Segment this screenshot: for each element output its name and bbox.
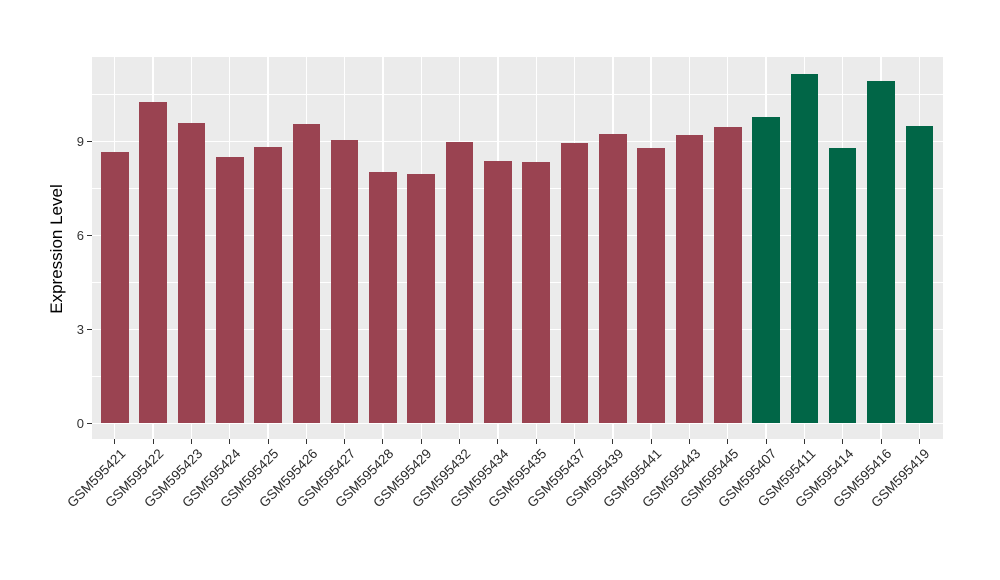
gridline-major-y [92, 234, 943, 237]
x-tick-mark [267, 439, 269, 444]
bar-GSM595423 [177, 122, 206, 424]
x-tick-mark [497, 439, 499, 444]
bar-GSM595434 [484, 161, 512, 424]
x-tick-mark [574, 439, 576, 444]
y-axis-title: Expression Level [47, 184, 66, 314]
gridline-minor-y [92, 94, 943, 96]
x-tick-mark [535, 439, 537, 444]
y-tick-label: 9 [76, 134, 84, 150]
bar-GSM595432 [445, 142, 474, 424]
x-tick-mark [229, 439, 231, 444]
bar-GSM595416 [867, 80, 895, 424]
plot-panel [92, 57, 943, 439]
x-tick-mark [765, 439, 767, 444]
gridline-major-y [92, 422, 943, 425]
bar-GSM595435 [522, 162, 550, 424]
gridline-major-y [92, 328, 943, 331]
gridline-minor-y [92, 282, 943, 283]
bar-GSM595407 [752, 116, 780, 424]
x-tick-mark [842, 439, 844, 444]
x-tick-mark [803, 439, 805, 444]
x-tick-mark [114, 439, 116, 444]
x-tick-mark [459, 439, 461, 444]
x-tick-mark [727, 439, 729, 444]
x-tick-mark [650, 439, 652, 444]
bar-GSM595445 [713, 126, 742, 424]
bar-GSM595428 [369, 172, 397, 424]
bar-GSM595425 [254, 147, 282, 424]
gridline-minor-y [92, 376, 943, 377]
x-tick-mark [688, 439, 690, 444]
y-tick-label: 6 [76, 228, 84, 244]
x-tick-mark [152, 439, 154, 444]
bar-GSM595411 [790, 74, 819, 424]
gridline-major-y [92, 140, 943, 143]
x-tick-mark [382, 439, 384, 444]
x-tick-mark [344, 439, 346, 444]
bar-GSM595439 [599, 133, 627, 424]
x-tick-mark [918, 439, 920, 444]
y-tick-mark [87, 329, 92, 330]
bar-GSM595419 [905, 125, 934, 424]
x-tick-mark [305, 439, 307, 444]
bar-GSM595422 [139, 101, 167, 424]
bar-GSM595426 [292, 123, 321, 424]
bar-GSM595437 [560, 143, 589, 424]
y-tick-mark [87, 141, 92, 143]
bar-GSM595421 [101, 152, 129, 424]
x-tick-mark [880, 439, 882, 444]
y-tick-label: 0 [76, 415, 84, 431]
bar-GSM595427 [330, 139, 359, 424]
x-tick-mark [612, 439, 614, 444]
bar-GSM595441 [637, 147, 665, 424]
y-tick-label: 3 [76, 322, 84, 337]
gridline-minor-y [92, 188, 943, 190]
bar-GSM595414 [828, 148, 857, 424]
x-tick-mark [420, 439, 422, 444]
y-tick-mark [87, 235, 92, 237]
y-tick-mark [87, 422, 92, 424]
bar-GSM595424 [215, 157, 244, 424]
bar-GSM595443 [675, 135, 704, 424]
x-tick-mark [190, 439, 192, 444]
bar-GSM595429 [407, 173, 436, 424]
